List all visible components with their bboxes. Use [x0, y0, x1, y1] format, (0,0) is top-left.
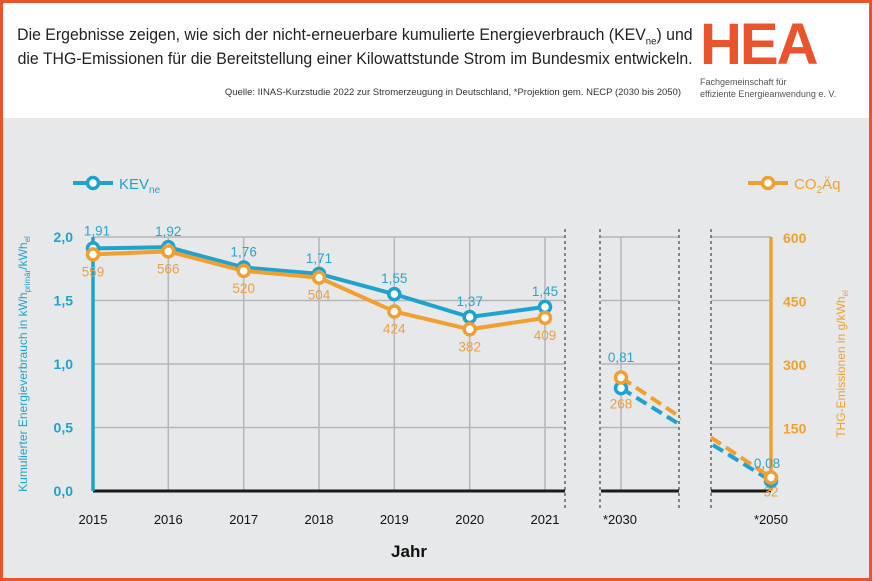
legend-kev-label-sub: ne [149, 185, 161, 196]
series-projection-0 [619, 386, 773, 483]
x-tick-label: 2018 [305, 512, 334, 527]
data-point [462, 309, 477, 325]
data-label: 0,81 [608, 350, 634, 365]
data-label: 1,71 [306, 251, 332, 266]
headline-line2: die THG-Emissionen für die Bereitstellun… [18, 50, 693, 68]
data-label: 504 [308, 288, 331, 303]
data-label: 382 [458, 339, 481, 354]
data-point [387, 304, 402, 319]
y-axis-title-left-part: Kumulierter Energieverbrauch in kWh [16, 292, 30, 491]
x-tick-label: *2030 [603, 512, 637, 527]
data-label: 1,92 [155, 224, 181, 239]
data-point [161, 244, 176, 259]
y-axis-title-right-part: el [841, 290, 850, 296]
data-point [613, 370, 629, 385]
x-tick-label: 2019 [380, 512, 409, 527]
y-tick-right: 450 [783, 294, 807, 310]
x-tick-label: 2017 [229, 512, 258, 527]
y-tick-left: 0,5 [54, 420, 74, 436]
projection-gap [681, 377, 709, 477]
data-label: 1,91 [84, 223, 110, 238]
data-label: 1,76 [231, 244, 257, 259]
data-point [537, 310, 553, 326]
data-point [763, 470, 779, 485]
hea-logo: HEA Fachgemeinschaft für effiziente Energ… [700, 12, 866, 100]
legend-co2-label-sub: 2 [817, 185, 823, 196]
y-tick-left: 1,5 [54, 293, 74, 309]
data-label: 268 [610, 397, 633, 412]
y-tick-left: 2,0 [54, 229, 74, 245]
legend-co2-label-post: Äq [822, 176, 840, 193]
headline-subscript: ne [646, 36, 657, 48]
legend-co2-label-main: CO [794, 176, 817, 193]
y-axis-title-left-part: /kWh [16, 242, 30, 269]
data-label: 424 [383, 322, 406, 337]
logo-sub-line1: Fachgemeinschaft für [700, 77, 787, 87]
header: Die Ergebnisse zeigen, wie sich der nich… [3, 3, 869, 118]
logo-text: HEA [700, 12, 818, 77]
data-label: 559 [82, 264, 105, 279]
data-label: 1,37 [457, 294, 483, 309]
legend-kev-label: KEVne [119, 176, 161, 196]
x-tick-label: 2016 [154, 512, 183, 527]
data-label: 1,55 [381, 271, 407, 286]
x-tick-label: 2021 [531, 512, 560, 527]
y-tick-right: 150 [783, 421, 807, 437]
data-label: 32 [763, 484, 778, 499]
headline-line1-wrap: Die Ergebnisse zeigen, wie sich der nich… [18, 23, 693, 47]
data-point [462, 322, 477, 337]
data-label: 566 [157, 261, 180, 276]
legend-co2-marker [760, 175, 776, 191]
data-label: 0,08 [754, 456, 780, 471]
y-axis-title-right-part: THG-Emissionen in g/kWh [834, 296, 848, 437]
data-label: 520 [232, 281, 255, 296]
data-label: 1,45 [532, 284, 558, 299]
legend-kev-label-main: KEV [119, 176, 149, 193]
logo-sub-line2: effiziente Energieanwendung e. V. [700, 89, 837, 99]
y-tick-right: 300 [783, 357, 807, 373]
y-tick-left: 0,0 [54, 483, 74, 499]
source-note: Quelle: IINAS-Kurzstudie 2022 zur Strome… [224, 87, 681, 98]
legend-kev-marker [85, 175, 101, 191]
x-tick-label: 2015 [79, 512, 108, 527]
data-point [387, 286, 402, 302]
x-axis-title: Jahr [391, 542, 427, 561]
headline-line1: Die Ergebnisse zeigen, wie sich der nich… [17, 26, 647, 44]
data-point [236, 263, 251, 279]
y-axis-title-left-part: primär [23, 269, 32, 292]
y-tick-right: 600 [783, 230, 807, 246]
y-axis-title-left: Kumulierter Energieverbrauch in kWhprimä… [16, 236, 32, 492]
logo-subtitle: Fachgemeinschaft für effiziente Energiean… [700, 76, 866, 100]
headline: Die Ergebnisse zeigen, wie sich der nich… [18, 23, 693, 71]
x-tick-label: *2050 [754, 512, 788, 527]
legend-co2-label: CO2Äq [794, 176, 840, 196]
data-label: 409 [534, 328, 557, 343]
data-point [85, 247, 101, 262]
headline-line1-end: ) und [656, 26, 693, 44]
y-axis-title-left-part: el [23, 236, 32, 242]
y-axis-title-right: THG-Emissionen in g/kWhel [834, 290, 850, 438]
y-tick-left: 1,0 [54, 356, 74, 372]
data-point [311, 270, 327, 285]
x-tick-label: 2020 [455, 512, 484, 527]
